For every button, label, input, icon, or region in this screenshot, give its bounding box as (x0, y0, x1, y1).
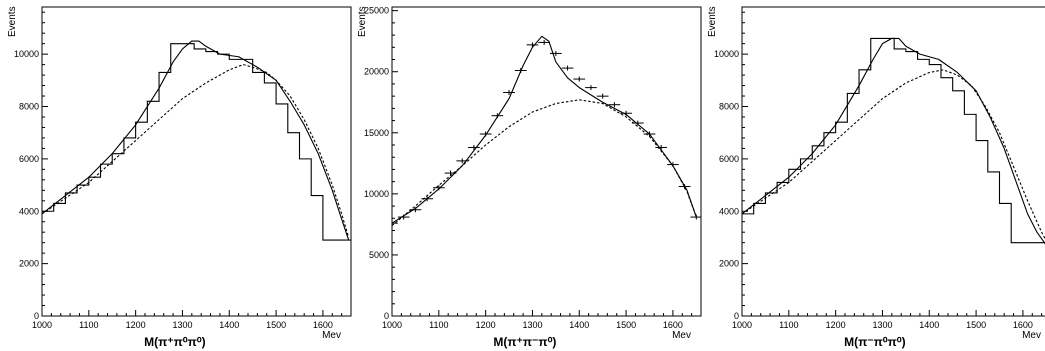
y-tick-label: 8000 (719, 102, 739, 112)
fit-curve (392, 35, 697, 224)
histogram-steps (742, 37, 1045, 244)
x-axis-unit: Mev (672, 330, 691, 341)
fit-curve (42, 40, 350, 241)
y-axis-label: Events (707, 6, 718, 37)
x-tick-label: 1000 (382, 320, 402, 330)
plot-frame (41, 6, 352, 317)
fit-curve (742, 37, 1045, 245)
x-tick-label: 1500 (616, 320, 636, 330)
x-axis-label: M(π⁻π⁰π⁰) (844, 335, 906, 349)
y-tick-label: 10000 (14, 49, 39, 59)
x-tick-label: 1200 (126, 320, 146, 330)
y-tick-label: 6000 (719, 154, 739, 164)
x-tick-label: 1200 (476, 320, 496, 330)
chart-panel-2: 1000 1100 1200 1300 1400 1500 1600 0 5000 10000 15… (357, 6, 702, 349)
x-tick-label: 1600 (313, 320, 333, 330)
y-tick-label: 4000 (719, 206, 739, 216)
y-tick-label: 15000 (364, 128, 389, 138)
background-curve (392, 99, 697, 227)
y-tick-label: 10000 (714, 49, 739, 59)
y-tick-label: 2000 (19, 259, 39, 269)
x-tick-label: 1300 (172, 320, 192, 330)
x-axis-unit: Mev (322, 330, 341, 341)
y-tick-label: 0 (734, 311, 739, 321)
x-tick-label: 1500 (966, 320, 986, 330)
y-tick-label: 2000 (719, 259, 739, 269)
x-axis-label: M(π⁺π⁻π⁰) (493, 335, 556, 349)
y-axis-label: Events (357, 6, 368, 37)
y-tick-label: 6000 (19, 154, 39, 164)
x-tick-label: 1300 (522, 320, 542, 330)
x-tick-label: 1400 (219, 320, 239, 330)
x-tick-label: 1500 (266, 320, 286, 330)
x-tick-label: 1100 (779, 320, 798, 330)
x-tick-label: 1100 (429, 320, 448, 330)
y-tick-label: 8000 (19, 102, 39, 112)
y-tick-label: 0 (384, 311, 389, 321)
plot-area (742, 37, 1045, 245)
plot-frame (741, 6, 1045, 317)
y-axis-label: Events (7, 6, 18, 37)
x-tick-label: 1300 (872, 320, 892, 330)
histogram-steps (42, 43, 351, 241)
x-tick-label: 1400 (919, 320, 939, 330)
y-tick-label: 4000 (19, 206, 39, 216)
x-tick-label: 1600 (1013, 320, 1033, 330)
x-tick-label: 1000 (732, 320, 752, 330)
y-tick-label: 10000 (364, 189, 389, 199)
x-tick-label: 1200 (826, 320, 846, 330)
x-axis-unit: Mev (1022, 330, 1041, 341)
y-tick-label: 25000 (364, 6, 389, 16)
plot-area (42, 40, 351, 241)
y-tick-label: 0 (34, 311, 39, 321)
background-curve (42, 64, 350, 238)
y-tick-label: 5000 (369, 250, 389, 260)
plot-frame (391, 6, 702, 317)
background-curve (742, 69, 1045, 240)
chart-panel-1: 1000 1100 1200 1300 1400 1500 1600 0 2000 4000 600… (7, 6, 352, 349)
x-axis-label: M(π⁺π⁰π⁰) (144, 335, 206, 349)
x-tick-label: 1000 (32, 320, 52, 330)
x-tick-label: 1100 (79, 320, 98, 330)
plot-area (392, 35, 701, 227)
chart-panel-3: 1000 1100 1200 1300 1400 1500 1600 0 2000 4000 600… (707, 6, 1045, 349)
y-tick-label: 20000 (364, 67, 389, 77)
x-tick-label: 1400 (569, 320, 589, 330)
x-tick-label: 1600 (663, 320, 683, 330)
